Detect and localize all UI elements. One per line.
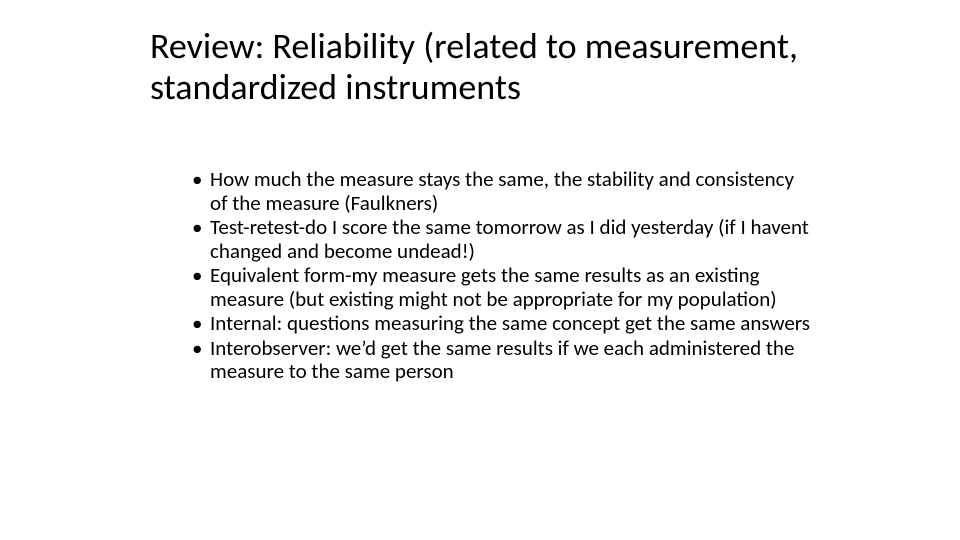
list-item: How much the measure stays the same, the…	[192, 168, 812, 215]
list-item: Interobserver: we’d get the same results…	[192, 337, 812, 384]
bullet-list: How much the measure stays the same, the…	[192, 168, 812, 384]
list-item: Equivalent form-my measure gets the same…	[192, 264, 812, 311]
slide-body: How much the measure stays the same, the…	[192, 168, 812, 385]
slide-title: Review: Reliability (related to measurem…	[150, 26, 850, 109]
list-item: Test-retest-do I score the same tomorrow…	[192, 216, 812, 263]
list-item: Internal: questions measuring the same c…	[192, 312, 812, 336]
